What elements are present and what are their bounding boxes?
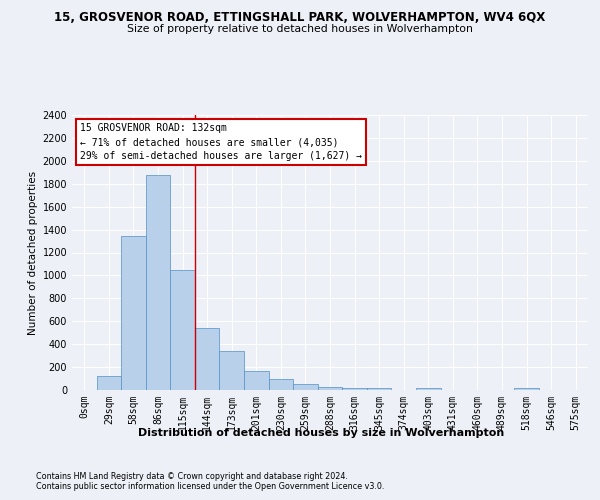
Bar — [416, 388, 440, 390]
Bar — [195, 328, 220, 390]
Text: Distribution of detached houses by size in Wolverhampton: Distribution of detached houses by size … — [138, 428, 504, 438]
Bar — [97, 376, 121, 390]
Bar — [121, 236, 146, 390]
Bar — [244, 371, 269, 390]
Text: 15, GROSVENOR ROAD, ETTINGSHALL PARK, WOLVERHAMPTON, WV4 6QX: 15, GROSVENOR ROAD, ETTINGSHALL PARK, WO… — [55, 11, 545, 24]
Text: Contains HM Land Registry data © Crown copyright and database right 2024.: Contains HM Land Registry data © Crown c… — [36, 472, 348, 481]
Text: 15 GROSVENOR ROAD: 132sqm
← 71% of detached houses are smaller (4,035)
29% of se: 15 GROSVENOR ROAD: 132sqm ← 71% of detac… — [80, 123, 362, 161]
Bar — [514, 388, 539, 390]
Text: Contains public sector information licensed under the Open Government Licence v3: Contains public sector information licen… — [36, 482, 385, 491]
Text: Size of property relative to detached houses in Wolverhampton: Size of property relative to detached ho… — [127, 24, 473, 34]
Bar — [269, 378, 293, 390]
Bar — [293, 384, 318, 390]
Bar — [220, 351, 244, 390]
Bar — [367, 388, 391, 390]
Bar — [170, 270, 195, 390]
Bar — [318, 386, 342, 390]
Bar — [146, 174, 170, 390]
Y-axis label: Number of detached properties: Number of detached properties — [28, 170, 38, 334]
Bar — [342, 388, 367, 390]
